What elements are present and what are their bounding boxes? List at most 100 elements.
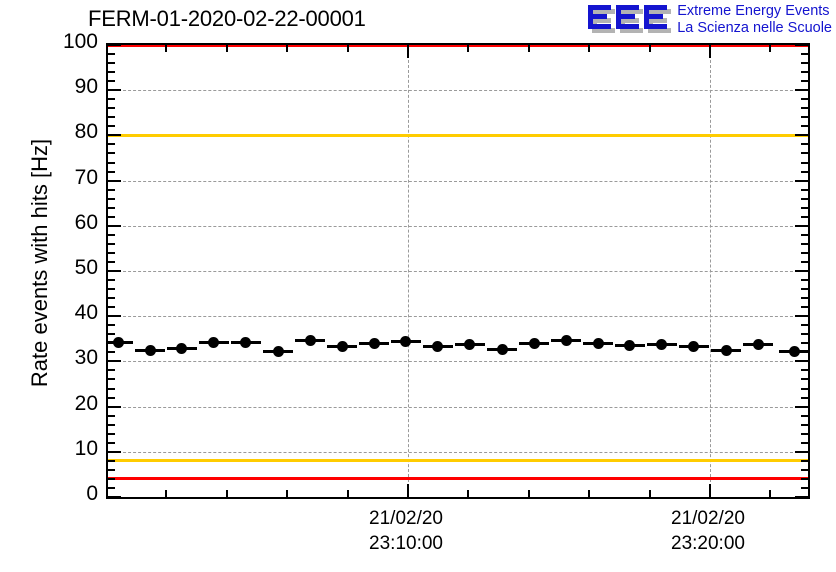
y-tick-right (795, 270, 808, 272)
y-tick-right (801, 62, 808, 65)
h-gridline (108, 451, 808, 453)
x-tick-bottom (769, 490, 772, 497)
data-point-marker (272, 346, 284, 358)
y-tick-left (108, 324, 115, 327)
lower-yellow-limit (108, 459, 808, 463)
y-tick-right (801, 206, 808, 209)
y-tick-right (801, 396, 808, 399)
x-tick-top (165, 45, 168, 52)
y-tick-right (801, 116, 808, 119)
y-tick-left (108, 179, 121, 182)
y-tick-label: 40 (74, 301, 98, 325)
data-point-marker (240, 337, 252, 349)
y-tick-left (108, 441, 115, 444)
y-tick-left (108, 468, 115, 471)
data-point-marker (304, 335, 316, 347)
x-tick-top (467, 45, 470, 52)
y-tick-right (801, 53, 808, 56)
y-tick-left (108, 251, 115, 254)
x-tick-top (527, 45, 530, 52)
y-tick-left (108, 233, 115, 236)
y-tick-right (801, 215, 808, 218)
y-tick-left (108, 45, 121, 46)
y-tick-right (801, 432, 808, 435)
y-tick-left (108, 360, 121, 363)
x-tick-top (588, 45, 591, 52)
y-tick-left (108, 369, 115, 372)
eee-logo-mark-icon (586, 3, 672, 37)
y-tick-left (108, 80, 115, 83)
x-tick-bottom (588, 490, 591, 497)
data-point-marker (528, 337, 540, 349)
y-tick-label: 0 (86, 482, 98, 505)
data-point-marker (400, 336, 412, 347)
y-tick-left (108, 62, 115, 65)
x-tick-top (769, 45, 772, 52)
y-tick-right (795, 224, 808, 227)
data-point-marker (720, 345, 732, 357)
upper-yellow-limit (108, 133, 808, 137)
y-tick-left (108, 89, 121, 92)
x-tick-bottom (467, 490, 470, 497)
y-tick-right (795, 450, 808, 453)
y-tick-left (108, 477, 115, 480)
v-gridline (408, 45, 410, 497)
y-tick-right (795, 134, 808, 137)
data-point-marker (112, 337, 124, 349)
y-tick-left (108, 188, 115, 191)
x-tick-bottom (225, 490, 228, 497)
y-tick-label: 100 (62, 30, 98, 53)
y-tick-right (801, 369, 808, 372)
x-tick-top (225, 45, 228, 52)
y-tick-left (108, 387, 115, 390)
y-tick-right (801, 242, 808, 245)
eee-logo-line2: La Scienza nelle Scuole (677, 20, 832, 36)
y-tick-right (795, 405, 808, 408)
x-tick-bottom (709, 484, 711, 497)
page-title: FERM-01-2020-02-22-00001 (88, 6, 366, 31)
y-tick-left (108, 170, 115, 173)
y-tick-right (795, 496, 808, 497)
eee-logo: Extreme Energy Events La Scienza nelle S… (586, 2, 832, 38)
h-gridline (108, 225, 808, 227)
y-tick-label: 20 (74, 391, 98, 415)
y-tick-left (108, 279, 115, 282)
lower-red-limit (108, 477, 808, 481)
data-point-marker (592, 337, 604, 349)
y-tick-right (801, 279, 808, 282)
y-tick-left (108, 161, 115, 164)
y-tick-left (108, 423, 115, 426)
y-tick-right (801, 477, 808, 480)
x-tick-bottom (407, 484, 410, 497)
y-tick-left (108, 450, 121, 453)
x-tick-label-time: 23:20:00 (671, 533, 745, 554)
y-tick-left (108, 288, 115, 291)
h-gridline (108, 90, 808, 92)
y-tick-right (801, 441, 808, 444)
data-point-marker (144, 344, 156, 356)
y-tick-right (801, 71, 808, 74)
x-tick-top (346, 45, 349, 52)
h-gridline (108, 316, 808, 318)
y-tick-right (801, 333, 808, 336)
y-tick-right (801, 233, 808, 236)
y-tick-left (108, 297, 115, 300)
data-point-marker (656, 338, 668, 350)
y-tick-right (801, 152, 808, 155)
y-tick-left (108, 134, 121, 137)
data-point-marker (464, 339, 476, 351)
y-tick-left (108, 125, 115, 128)
y-tick-label: 50 (74, 256, 98, 279)
y-tick-label: 70 (74, 165, 98, 189)
y-tick-right (801, 161, 808, 164)
x-tick-bottom (527, 490, 530, 497)
x-tick-bottom (648, 490, 651, 497)
y-tick-left (108, 152, 115, 155)
y-tick-left (108, 306, 115, 309)
x-tick-label: 21/02/20 23:10:00 (336, 506, 476, 556)
y-tick-left (108, 333, 115, 336)
y-tick-left (108, 396, 115, 399)
data-point-marker (368, 337, 380, 349)
upper-red-limit (108, 45, 808, 47)
